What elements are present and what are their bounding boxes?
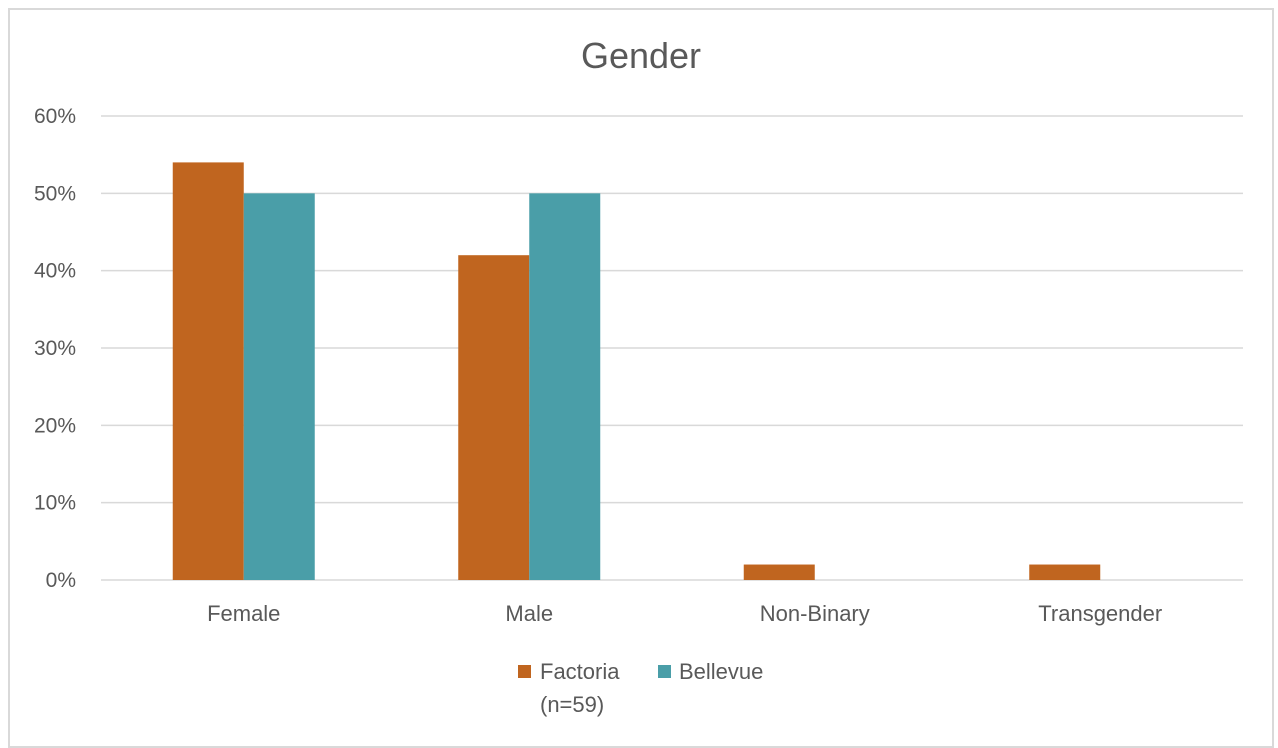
bar-factoria-non-binary <box>743 564 815 580</box>
x-axis-category-labels: Female Male Non-Binary Transgender <box>207 601 1162 626</box>
bar-bellevue-male <box>529 193 601 581</box>
y-tick-label: 50% <box>34 182 76 205</box>
x-category-label: Transgender <box>1038 601 1162 626</box>
bars <box>172 162 1101 581</box>
y-tick-label: 10% <box>34 492 76 515</box>
bar-factoria-female <box>172 162 244 580</box>
y-axis-tick-labels: 0% 10% 20% 30% 40% 50% 60% <box>34 105 76 592</box>
legend-swatch <box>518 665 531 678</box>
x-category-label: Male <box>505 601 553 626</box>
bar-factoria-male <box>458 255 530 580</box>
x-category-label: Non-Binary <box>760 601 870 626</box>
legend-label: (n=59) <box>540 692 604 717</box>
y-tick-label: 60% <box>34 105 76 128</box>
legend-label: Factoria <box>540 659 620 684</box>
legend-swatch <box>658 665 671 678</box>
y-tick-label: 20% <box>34 414 76 437</box>
bar-bellevue-female <box>243 193 315 581</box>
chart-title: Gender <box>581 35 701 76</box>
y-tick-label: 30% <box>34 337 76 360</box>
x-category-label: Female <box>207 601 280 626</box>
bar-factoria-transgender <box>1029 564 1101 580</box>
y-tick-label: 40% <box>34 260 76 283</box>
legend-label: Bellevue <box>679 659 763 684</box>
legend: Factoria (n=59) Bellevue <box>518 659 763 717</box>
y-tick-label: 0% <box>46 569 76 592</box>
